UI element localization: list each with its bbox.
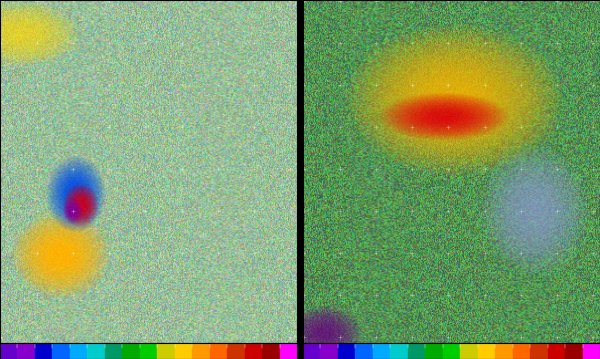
Bar: [583, 343, 600, 359]
Bar: [320, 343, 338, 359]
Bar: [17, 343, 35, 359]
Bar: [530, 343, 548, 359]
Bar: [262, 343, 280, 359]
Bar: [122, 343, 140, 359]
Bar: [280, 343, 297, 359]
Bar: [52, 343, 70, 359]
Bar: [443, 343, 460, 359]
Bar: [460, 343, 478, 359]
Bar: [227, 343, 245, 359]
Bar: [88, 343, 105, 359]
Bar: [565, 343, 583, 359]
Bar: [209, 343, 227, 359]
Bar: [391, 343, 408, 359]
Bar: [425, 343, 443, 359]
Bar: [512, 343, 530, 359]
Bar: [35, 343, 52, 359]
Bar: [495, 343, 512, 359]
Bar: [105, 343, 122, 359]
Bar: [373, 343, 391, 359]
Bar: [245, 343, 262, 359]
Bar: [303, 343, 320, 359]
Bar: [355, 343, 373, 359]
Bar: [140, 343, 157, 359]
Bar: [338, 343, 355, 359]
Bar: [157, 343, 175, 359]
Bar: [0, 343, 17, 359]
Bar: [478, 343, 495, 359]
Bar: [70, 343, 88, 359]
Bar: [192, 343, 209, 359]
Bar: [175, 343, 192, 359]
Bar: [408, 343, 425, 359]
Bar: [548, 343, 565, 359]
